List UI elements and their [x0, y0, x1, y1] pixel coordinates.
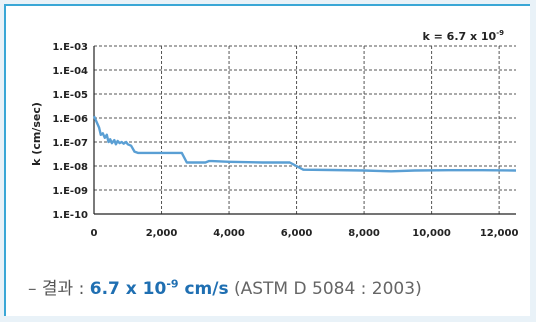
axes: 1.E-03 1.E-04 1.E-05 1.E-06 1.E-07 1.E-08 1.E-…	[52, 42, 518, 239]
chart-title-base: k = 6.7 x 10	[422, 30, 496, 43]
x-tick-label: 12,000	[480, 228, 519, 239]
x-tick-label: 6,000	[281, 228, 313, 239]
series-layer	[92, 115, 517, 173]
y-tick-label: 1.E-10	[52, 210, 88, 221]
chart-title-exponent: -9	[496, 29, 504, 37]
y-axis-label: k (cm/sec)	[30, 102, 43, 166]
chart-title: k = 6.7 x 10-9	[422, 29, 504, 43]
x-tick-label: 2,000	[146, 228, 178, 239]
caption-value-base: 6.7 x 10	[89, 279, 167, 299]
y-tick-label: 1.E-06	[52, 114, 88, 125]
x-tick-label: 0	[91, 228, 98, 239]
y-tick-label: 1.E-09	[52, 186, 88, 197]
y-tick-label: 1.E-05	[52, 90, 88, 101]
result-caption: – 결과 : 6.7 x 10-9 cm/s (ASTM D 5084 : 20…	[28, 274, 422, 299]
y-tick-label: 1.E-07	[52, 138, 88, 149]
caption-value-unit: cm/s	[178, 279, 229, 299]
x-tick-label: 10,000	[412, 228, 451, 239]
y-tick-label: 1.E-03	[52, 42, 88, 53]
caption-value-exponent: -9	[166, 277, 179, 291]
caption-reference: (ASTM D 5084 : 2003)	[228, 279, 422, 299]
grid	[94, 45, 516, 214]
x-tick-label: 4,000	[213, 228, 245, 239]
y-tick-label: 1.E-08	[52, 162, 88, 173]
y-tick-label: 1.E-04	[52, 66, 88, 77]
x-tick-label: 8,000	[348, 228, 380, 239]
caption-label: 결과 :	[41, 279, 90, 299]
caption-value: 6.7 x 10-9 cm/s	[89, 277, 229, 299]
chart-panel	[4, 4, 530, 316]
caption-dash: –	[28, 279, 37, 299]
series-line	[92, 115, 517, 173]
